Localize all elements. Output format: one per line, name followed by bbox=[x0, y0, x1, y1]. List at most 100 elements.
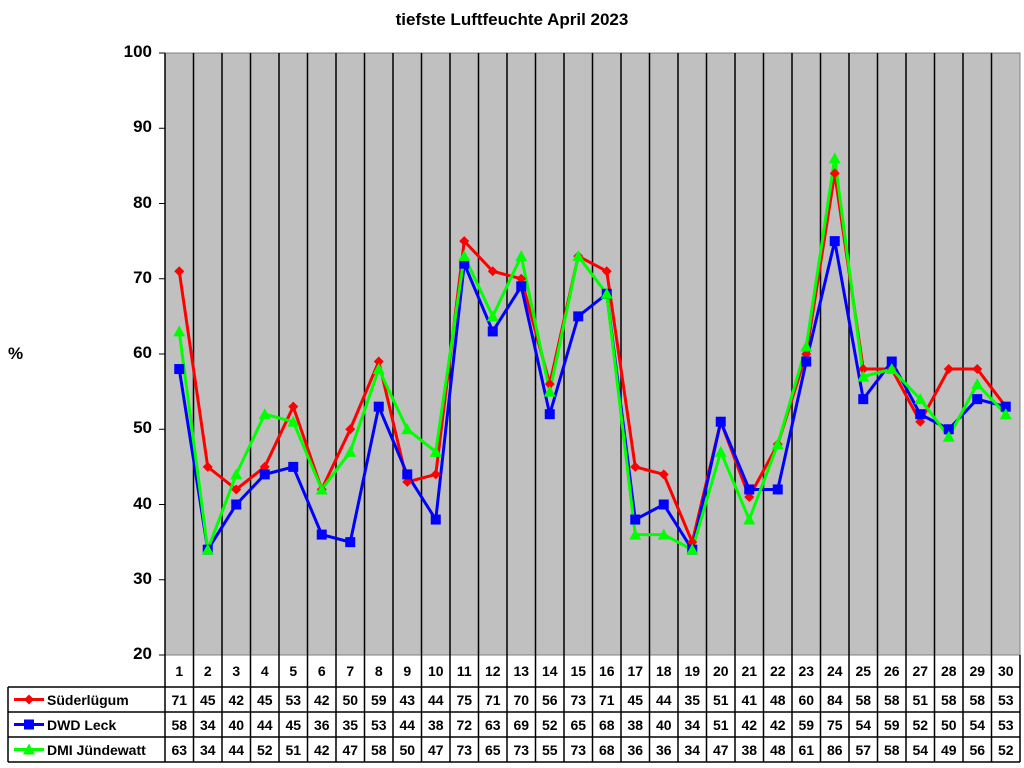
table-cell: 58 bbox=[370, 742, 387, 758]
table-cell: 45 bbox=[199, 692, 216, 708]
table-cell: 50 bbox=[342, 692, 359, 708]
x-tick-label: 14 bbox=[541, 663, 558, 679]
table-cell: 50 bbox=[940, 717, 957, 733]
table-cell: 72 bbox=[456, 717, 473, 733]
x-tick-label: 10 bbox=[427, 663, 444, 679]
table-cell: 44 bbox=[427, 692, 444, 708]
y-tick-label: 80 bbox=[133, 192, 152, 212]
x-tick-label: 15 bbox=[570, 663, 587, 679]
x-tick-label: 26 bbox=[883, 663, 900, 679]
table-cell: 70 bbox=[513, 692, 530, 708]
table-cell: 58 bbox=[940, 692, 957, 708]
table-cell: 42 bbox=[228, 692, 245, 708]
table-cell: 54 bbox=[912, 742, 929, 758]
x-tick-label: 8 bbox=[374, 663, 383, 679]
table-cell: 65 bbox=[484, 742, 501, 758]
table-cell: 34 bbox=[199, 717, 216, 733]
table-cell: 73 bbox=[513, 742, 530, 758]
table-cell: 44 bbox=[655, 692, 672, 708]
table-cell: 54 bbox=[855, 717, 872, 733]
legend-entry: DWD Leck bbox=[47, 717, 117, 733]
table-cell: 84 bbox=[826, 692, 843, 708]
table-cell: 73 bbox=[456, 742, 473, 758]
y-tick-label: 30 bbox=[133, 568, 152, 588]
x-tick-label: 19 bbox=[684, 663, 701, 679]
x-tick-label: 21 bbox=[741, 663, 758, 679]
table-cell: 38 bbox=[741, 742, 758, 758]
x-tick-label: 17 bbox=[627, 663, 644, 679]
x-tick-label: 20 bbox=[712, 663, 729, 679]
table-cell: 68 bbox=[598, 717, 615, 733]
table-cell: 63 bbox=[171, 742, 188, 758]
table-cell: 44 bbox=[228, 742, 245, 758]
table-cell: 35 bbox=[342, 717, 359, 733]
table-cell: 35 bbox=[684, 692, 701, 708]
table-cell: 34 bbox=[684, 742, 701, 758]
table-cell: 71 bbox=[171, 692, 188, 708]
table-cell: 86 bbox=[826, 742, 843, 758]
x-tick-label: 2 bbox=[203, 663, 212, 679]
table-cell: 45 bbox=[285, 717, 302, 733]
table-cell: 44 bbox=[256, 717, 273, 733]
table-cell: 40 bbox=[655, 717, 672, 733]
y-tick-label: 100 bbox=[123, 42, 152, 61]
table-cell: 53 bbox=[997, 717, 1014, 733]
table-cell: 53 bbox=[285, 692, 302, 708]
x-tick-label: 30 bbox=[997, 663, 1014, 679]
table-cell: 52 bbox=[256, 742, 273, 758]
table-cell: 42 bbox=[769, 717, 786, 733]
legend-entry: DMI Jündewatt bbox=[47, 742, 146, 758]
x-tick-label: 24 bbox=[826, 663, 843, 679]
chart-title: tiefste Luftfeuchte April 2023 bbox=[395, 10, 629, 29]
table-cell: 59 bbox=[798, 717, 815, 733]
table-cell: 52 bbox=[912, 717, 929, 733]
table-cell: 45 bbox=[627, 692, 644, 708]
table-cell: 68 bbox=[598, 742, 615, 758]
table-cell: 56 bbox=[541, 692, 558, 708]
table-cell: 55 bbox=[541, 742, 558, 758]
table-cell: 49 bbox=[940, 742, 957, 758]
table-cell: 34 bbox=[684, 717, 701, 733]
y-axis-label: % bbox=[8, 344, 24, 363]
x-tick-label: 12 bbox=[484, 663, 501, 679]
table-cell: 71 bbox=[598, 692, 615, 708]
table-cell: 36 bbox=[313, 717, 330, 733]
table-cell: 47 bbox=[712, 742, 729, 758]
y-tick-label: 20 bbox=[133, 644, 152, 663]
table-cell: 58 bbox=[855, 692, 872, 708]
table-cell: 73 bbox=[570, 692, 587, 708]
table-cell: 75 bbox=[826, 717, 843, 733]
table-cell: 58 bbox=[883, 692, 900, 708]
x-tick-label: 25 bbox=[855, 663, 872, 679]
table-cell: 56 bbox=[969, 742, 986, 758]
table-cell: 61 bbox=[798, 742, 815, 758]
table-cell: 48 bbox=[769, 742, 786, 758]
table-cell: 57 bbox=[855, 742, 872, 758]
x-tick-label: 27 bbox=[912, 663, 929, 679]
table-cell: 51 bbox=[285, 742, 302, 758]
y-tick-label: 90 bbox=[133, 117, 152, 137]
table-cell: 50 bbox=[399, 742, 416, 758]
table-cell: 59 bbox=[370, 692, 387, 708]
x-tick-label: 29 bbox=[969, 663, 986, 679]
x-tick-label: 5 bbox=[289, 663, 298, 679]
y-tick-label: 60 bbox=[133, 343, 152, 362]
table-cell: 58 bbox=[969, 692, 986, 708]
table-cell: 40 bbox=[228, 717, 245, 733]
table-cell: 47 bbox=[342, 742, 359, 758]
table-cell: 36 bbox=[627, 742, 644, 758]
table-cell: 58 bbox=[883, 742, 900, 758]
x-tick-label: 9 bbox=[403, 663, 412, 679]
table-cell: 54 bbox=[969, 717, 986, 733]
x-tick-label: 4 bbox=[260, 663, 269, 679]
table-cell: 42 bbox=[741, 717, 758, 733]
table-cell: 69 bbox=[513, 717, 530, 733]
x-tick-label: 1 bbox=[175, 663, 184, 679]
table-cell: 47 bbox=[427, 742, 444, 758]
table-cell: 42 bbox=[313, 692, 330, 708]
table-cell: 44 bbox=[399, 717, 416, 733]
table-cell: 52 bbox=[997, 742, 1014, 758]
table-cell: 51 bbox=[712, 717, 729, 733]
table-cell: 51 bbox=[912, 692, 929, 708]
table-cell: 43 bbox=[399, 692, 416, 708]
